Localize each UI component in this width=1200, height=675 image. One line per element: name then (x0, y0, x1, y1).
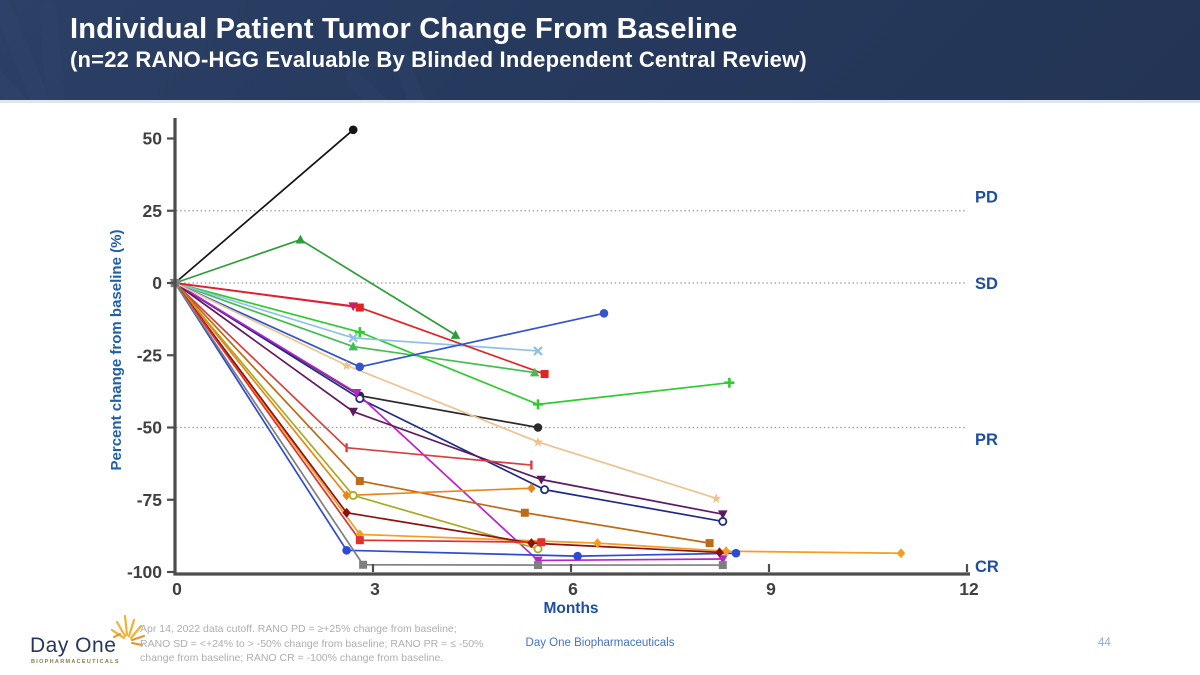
patient-19-line (174, 282, 720, 554)
y-axis-title: Percent change from baseline (%) (108, 230, 125, 471)
logo-subtext: BIOPHARMACEUTICALS (31, 659, 120, 665)
sun-icon (110, 614, 145, 646)
patient-11-line (174, 282, 723, 562)
patient-01-line (174, 129, 354, 284)
patient-03-line (174, 238, 456, 336)
patient-20-line (174, 282, 542, 544)
page-number: 44 (1098, 637, 1111, 649)
patient-18-line (174, 282, 902, 555)
patient-07-line (174, 282, 354, 307)
patient-02-line (174, 282, 539, 429)
threshold-label-PR: PR (975, 431, 998, 449)
day-one-logo: Day One BIOPHARMACEUTICALS (28, 612, 148, 667)
patient-17-line (174, 282, 532, 497)
footnote-line-3: change from baseline; RANO CR = -100% ch… (140, 652, 444, 664)
slide-subtitle: (n=22 RANO-HGG Evaluable By Blinded Inde… (70, 47, 807, 72)
patient-21-line (174, 282, 737, 557)
footnote-line-1: Apr 14, 2022 data cutoff. RANO PD = ≥+25… (140, 623, 457, 635)
threshold-label-CR: CR (975, 558, 999, 576)
footnote-line-2: RANO SD = <+24% to > -50% change from ba… (140, 637, 484, 650)
y-tick-label--100: -100 (127, 562, 162, 582)
x-axis-title: Months (543, 600, 598, 617)
y-tick-label--75: -75 (137, 490, 163, 510)
slide-header: Individual Patient Tumor Change From Bas… (0, 0, 1200, 103)
patient-05-line (174, 282, 730, 406)
patient-16-line (174, 282, 539, 550)
x-tick-label-12: 12 (959, 579, 979, 599)
patient-08-line (174, 282, 545, 375)
patient-04-line (174, 282, 535, 374)
threshold-label-PD: PD (975, 188, 998, 206)
threshold-label-SD: SD (975, 275, 998, 293)
logo-wordmark: Day One (30, 634, 117, 657)
y-tick-label-0: 0 (152, 273, 162, 293)
patient-10-line (174, 282, 723, 523)
patient-09-line (174, 282, 605, 368)
patient-13-line (174, 282, 532, 466)
company-credit: Day One Biopharmaceuticals (525, 637, 675, 649)
y-tick-label--50: -50 (137, 418, 163, 438)
patient-12-line (174, 282, 723, 516)
x-tick-label-6: 6 (568, 579, 578, 599)
x-tick-label-9: 9 (766, 579, 776, 599)
x-tick-label-0: 0 (172, 579, 182, 599)
patient-15-line (174, 282, 710, 544)
data-cutoff-footnote: Apr 14, 2022 data cutoff. RANO PD = ≥+25… (140, 622, 540, 666)
slide-title: Individual Patient Tumor Change From Bas… (70, 13, 738, 45)
x-tick-label-3: 3 (370, 579, 380, 599)
patient-22-line (174, 282, 723, 566)
patient-14-line (174, 282, 717, 500)
patient-06-line (174, 282, 539, 352)
y-tick-label-50: 50 (143, 129, 163, 149)
y-tick-label-25: 25 (143, 201, 163, 221)
y-tick-label--25: -25 (137, 345, 163, 365)
sunburst-rays-decoration (0, 0, 437, 100)
